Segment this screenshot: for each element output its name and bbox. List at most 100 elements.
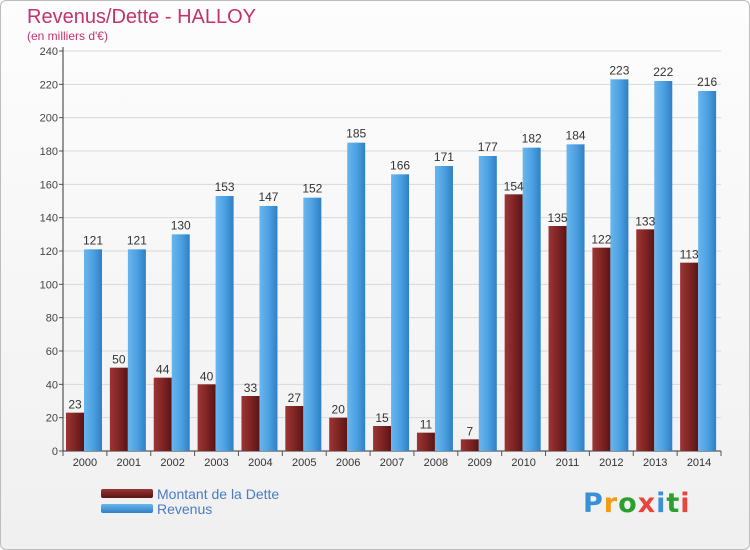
legend-swatch-revenue	[101, 504, 153, 513]
data-label-revenue-2000: 121	[83, 233, 103, 247]
legend: Montant de la Dette Revenus	[101, 485, 280, 517]
bar-debt-2013	[636, 229, 655, 451]
bar-debt-2012	[592, 247, 611, 451]
data-label-revenue-2010: 182	[522, 132, 542, 146]
data-label-revenue-2006: 185	[346, 127, 366, 141]
data-label-debt-2011: 135	[548, 211, 568, 225]
logo-letter: r	[603, 488, 619, 519]
logo-letter: P	[583, 488, 604, 519]
data-label-revenue-2001: 121	[127, 233, 147, 247]
legend-swatch-debt	[101, 489, 153, 498]
bar-debt-2009	[460, 439, 479, 451]
data-label-revenue-2011: 184	[566, 128, 586, 142]
bar-debt-2007	[373, 426, 392, 451]
x-tick-label: 2009	[467, 457, 491, 469]
data-label-debt-2013: 133	[635, 214, 655, 228]
x-tick-label: 2013	[643, 457, 667, 469]
x-tick-label: 2014	[687, 457, 711, 469]
y-tick-label: 240	[40, 46, 58, 58]
x-tick-label: 2001	[117, 457, 141, 469]
bar-revenue-2004	[259, 206, 278, 451]
data-label-debt-2008: 11	[420, 418, 433, 432]
data-label-debt-2001: 50	[112, 353, 126, 367]
data-label-debt-2000: 23	[68, 398, 82, 412]
data-label-debt-2014: 113	[680, 248, 699, 262]
y-tick-label: 120	[40, 246, 58, 258]
x-tick-label: 2004	[248, 457, 272, 469]
bar-debt-2010	[504, 194, 523, 452]
logo-letter: i	[680, 488, 691, 519]
bar-revenue-2013	[654, 81, 673, 451]
y-tick-label: 100	[40, 279, 58, 291]
data-label-revenue-2004: 147	[258, 190, 278, 204]
data-label-revenue-2013: 222	[653, 65, 673, 79]
bar-revenue-2002	[171, 234, 190, 451]
x-tick-label: 2007	[380, 457, 404, 469]
data-label-revenue-2009: 177	[478, 140, 498, 154]
y-tick-label: 80	[46, 313, 58, 325]
x-tick-label: 2005	[292, 457, 316, 469]
data-label-debt-2012: 122	[591, 233, 611, 247]
bar-revenue-2007	[391, 174, 410, 452]
legend-item-debt: Montant de la Dette	[101, 485, 280, 502]
data-label-debt-2004: 33	[244, 381, 258, 395]
legend-item-revenue: Revenus	[101, 500, 279, 517]
data-label-debt-2002: 44	[156, 363, 170, 377]
bar-debt-2014	[680, 262, 699, 451]
data-label-revenue-2007: 166	[390, 158, 410, 172]
bar-revenue-2003	[215, 196, 234, 451]
x-tick-label: 2002	[160, 457, 184, 469]
bar-revenue-2009	[478, 156, 497, 451]
bar-debt-2002	[153, 377, 172, 451]
bar-revenue-2005	[303, 197, 322, 451]
bar-revenue-2010	[522, 147, 541, 451]
bars	[66, 79, 717, 452]
x-tick-label: 2000	[73, 457, 97, 469]
legend-label-debt: Montant de la Dette	[157, 485, 280, 502]
data-label-debt-2009: 7	[466, 424, 473, 438]
data-label-revenue-2003: 153	[215, 180, 235, 194]
legend-label-revenue: Revenus	[157, 500, 213, 517]
logo-letter: i	[656, 488, 667, 519]
logo-letter: o	[618, 488, 638, 519]
data-labels: 23 121 50 121 44 130 40 153 33 147 27 152 20 185 15 166…	[68, 63, 717, 438]
bar-debt-2003	[197, 384, 216, 451]
x-tick-label: 2011	[556, 457, 580, 469]
data-label-revenue-2008: 171	[434, 150, 454, 164]
bar-debt-2011	[548, 226, 567, 451]
bar-debt-2006	[329, 417, 348, 451]
bar-revenue-2001	[127, 249, 146, 451]
chart-subtitle: (en milliers d'€)	[27, 29, 108, 43]
data-label-revenue-2012: 223	[609, 63, 629, 77]
x-tick-label: 2010	[511, 457, 535, 469]
bar-revenue-2011	[566, 144, 585, 452]
bar-revenue-2012	[610, 79, 629, 451]
bar-debt-2005	[285, 406, 304, 451]
data-label-revenue-2002: 130	[171, 218, 191, 232]
bar-revenue-2014	[698, 91, 717, 451]
data-label-debt-2006: 20	[332, 403, 346, 417]
bar-debt-2000	[66, 412, 84, 451]
bar-revenue-2000	[84, 249, 102, 451]
y-tick-label: 0	[52, 446, 58, 458]
data-label-debt-2005: 27	[288, 391, 302, 405]
x-tick-label: 2006	[336, 457, 360, 469]
x-tick-label: 2003	[204, 457, 228, 469]
bar-revenue-2008	[434, 166, 453, 451]
x-tick-label: 2008	[424, 457, 448, 469]
y-tick-label: 180	[40, 146, 58, 158]
x-tick-label: 2012	[599, 457, 623, 469]
data-label-revenue-2005: 152	[302, 182, 322, 196]
data-label-debt-2007: 15	[375, 411, 389, 425]
bar-debt-2008	[416, 432, 435, 451]
logo-letter: x	[637, 488, 657, 519]
y-tick-label: 160	[40, 179, 58, 191]
data-label-revenue-2014: 216	[697, 75, 717, 89]
chart-title: Revenus/Dette - HALLOY	[27, 6, 256, 28]
y-tick-label: 60	[46, 346, 58, 358]
proxiti-logo: Proxiti	[583, 488, 691, 519]
data-label-debt-2010: 154	[504, 179, 524, 193]
